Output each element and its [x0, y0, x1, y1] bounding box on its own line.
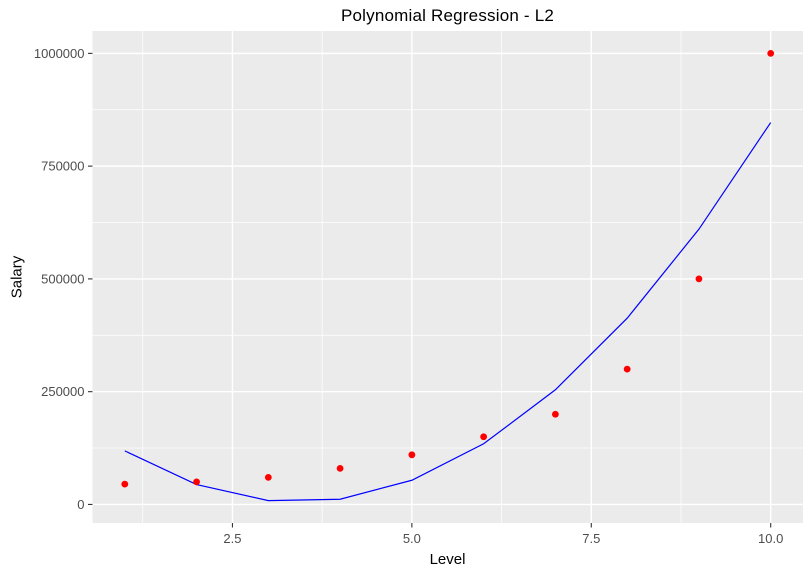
data-point-level-1 — [121, 480, 129, 488]
chart-title: Polynomial Regression - L2 — [340, 6, 555, 25]
y-tick-label: 250000 — [41, 384, 84, 399]
data-point-level-9 — [695, 275, 703, 283]
y-axis-title: Salary — [8, 255, 26, 299]
y-tick-label: 0 — [77, 497, 84, 512]
data-point-level-8 — [623, 365, 631, 373]
x-tick-label: 2.5 — [223, 531, 241, 546]
plot-panel — [92, 31, 803, 523]
x-tick-label: 5.0 — [403, 531, 421, 546]
data-point-level-4 — [336, 464, 344, 472]
data-point-level-6 — [480, 433, 488, 441]
data-point-level-10 — [767, 49, 775, 57]
data-point-level-2 — [193, 478, 200, 486]
x-tick-label: 10.0 — [758, 531, 783, 546]
y-tick-label: 750000 — [41, 159, 84, 174]
x-axis-title: Level — [429, 551, 466, 568]
y-tick-label: 1000000 — [34, 46, 85, 61]
x-tick-label: 7.5 — [582, 531, 600, 546]
data-point-level-7 — [552, 410, 559, 418]
data-point-level-3 — [264, 473, 272, 481]
regression-line — [124, 122, 772, 502]
data-point-level-5 — [408, 451, 416, 459]
y-tick-label: 500000 — [41, 271, 84, 286]
